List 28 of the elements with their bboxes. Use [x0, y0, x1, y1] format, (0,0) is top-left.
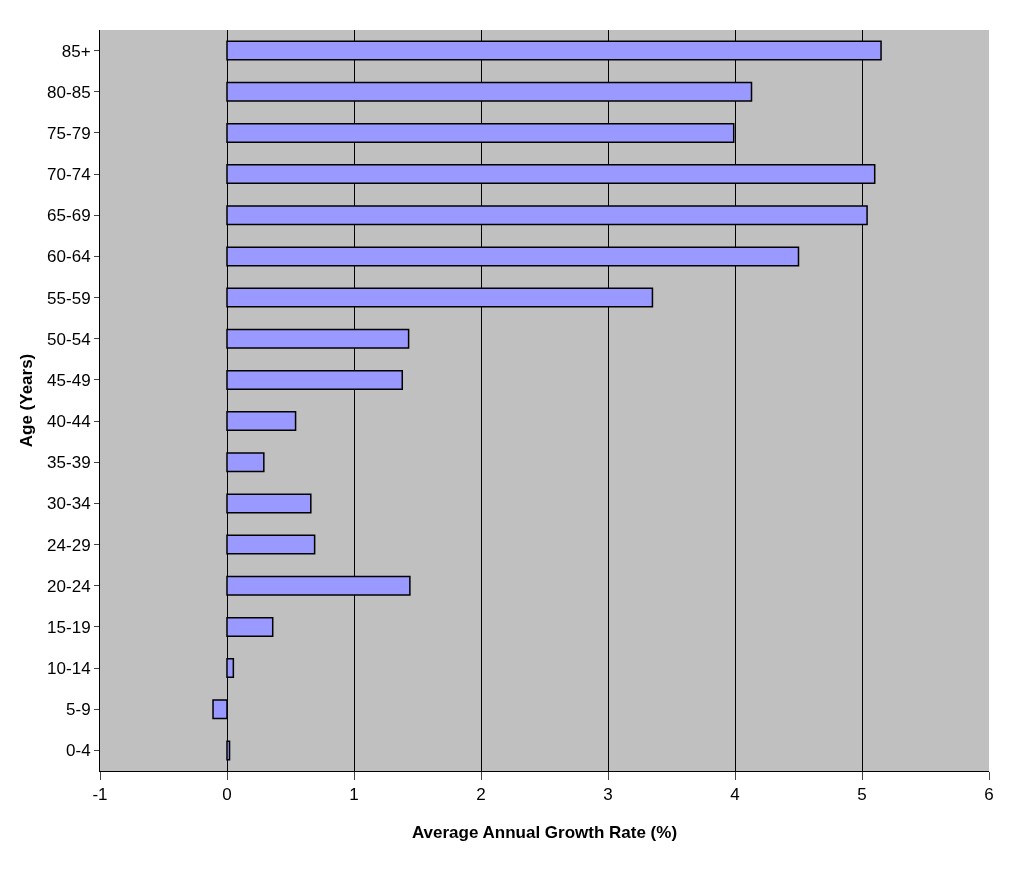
y-tick-label: 85+ [61, 41, 91, 61]
y-tick-label: 24-29 [47, 535, 91, 555]
y-tick-label: 80-85 [47, 82, 91, 102]
x-tick-label: 5 [857, 785, 867, 805]
y-axis-title: Age (Years) [16, 353, 36, 448]
y-tick-label: 70-74 [47, 165, 91, 185]
y-tick-label: 10-14 [47, 659, 91, 679]
y-tick-label: 60-64 [47, 247, 91, 267]
x-tick-label: 1 [349, 785, 359, 805]
x-tick-label: 0 [222, 785, 232, 805]
y-tick-label: 50-54 [47, 329, 91, 349]
y-tick-label: 15-19 [47, 617, 91, 637]
y-tick-label: 55-59 [47, 288, 91, 308]
x-tick-label: 6 [984, 785, 994, 805]
y-tick-label: 35-39 [47, 453, 91, 473]
x-tick-label: -1 [92, 785, 108, 805]
y-tick-label: 0-4 [66, 741, 91, 761]
x-tick-label: 3 [603, 785, 613, 805]
y-tick-label: 20-24 [47, 576, 91, 596]
y-tick-label: 45-49 [47, 370, 91, 390]
y-tick-label: 5-9 [66, 700, 91, 720]
x-tick-label: 4 [730, 785, 740, 805]
y-tick-label: 65-69 [47, 206, 91, 226]
y-tick-label: 75-79 [47, 123, 91, 143]
x-tick-label: 2 [476, 785, 486, 805]
y-tick-label: 40-44 [47, 412, 91, 432]
x-axis-title: Average Annual Growth Rate (%) [411, 822, 678, 842]
y-tick-label: 30-34 [47, 494, 91, 514]
